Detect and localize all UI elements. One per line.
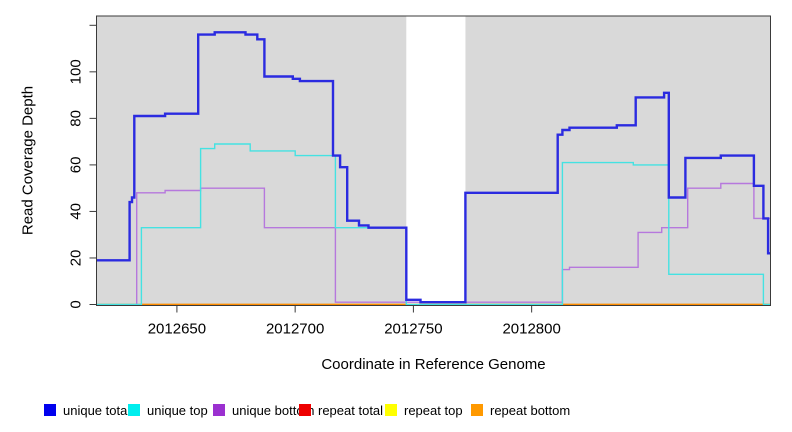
- legend-item-unique-top: unique top: [128, 402, 208, 418]
- legend: unique total unique top unique bottom repea…: [0, 402, 792, 422]
- legend-swatch-icon: [128, 404, 140, 416]
- y-axis-title: Read Coverage Depth: [19, 85, 37, 236]
- legend-swatch-icon: [213, 404, 225, 416]
- y-tick-label: 60: [68, 157, 85, 174]
- legend-label: unique total: [63, 402, 131, 418]
- x-axis-title: Coordinate in Reference Genome: [321, 356, 546, 373]
- legend-swatch-icon: [44, 404, 56, 416]
- legend-label: repeat bottom: [490, 402, 571, 418]
- x-tick-label: 2012650: [148, 321, 206, 338]
- legend-label: repeat top: [404, 402, 463, 418]
- legend-item-repeat-top: repeat top: [385, 402, 463, 418]
- plot-border: [96, 15, 771, 306]
- y-tick-label: 40: [68, 203, 85, 220]
- x-tick-label: 2012800: [502, 321, 560, 338]
- plot-background-band-1: [465, 16, 771, 306]
- y-tick-label: 80: [68, 110, 85, 127]
- legend-label: unique bottom: [232, 402, 315, 418]
- x-tick-label: 2012750: [384, 321, 442, 338]
- legend-item-unique-total: unique total: [44, 402, 130, 418]
- y-tick-label: 0: [68, 300, 85, 308]
- legend-swatch-icon: [385, 404, 397, 416]
- legend-item-repeat-total: repeat total: [299, 402, 383, 418]
- legend-item-repeat-bottom: repeat bottom: [471, 402, 570, 418]
- plot-background-band-0: [96, 16, 407, 306]
- x-tick-label: 2012700: [266, 321, 324, 338]
- legend-swatch-icon: [471, 404, 483, 416]
- legend-label: unique top: [147, 402, 208, 418]
- series-line-unique-total: [96, 31, 771, 304]
- legend-label: repeat total: [318, 402, 384, 418]
- legend-swatch-icon: [299, 404, 311, 416]
- legend-item-unique-bottom: unique bottom: [213, 402, 314, 418]
- y-tick-label: 100: [68, 59, 85, 84]
- y-tick-label: 20: [68, 250, 85, 267]
